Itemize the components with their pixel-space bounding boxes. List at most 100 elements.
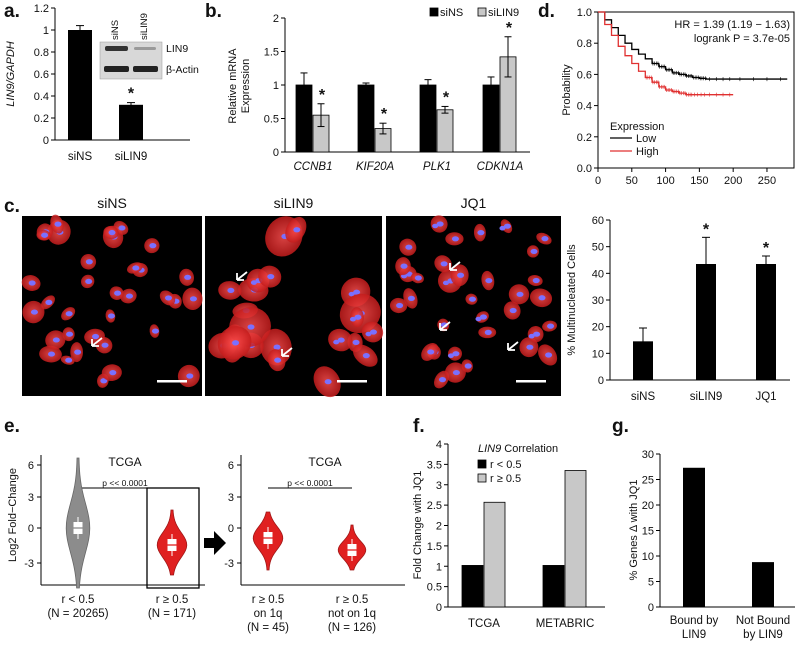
scale-bar — [516, 380, 546, 383]
arrow-icon — [236, 271, 248, 281]
cell-nucleus — [484, 329, 492, 335]
y-tick-label: 10 — [592, 348, 604, 360]
legend-title: Expression — [610, 121, 664, 133]
panel-e-violins: Log2 Fold−Change 6 6 3 3 0 0 -3 -3 TCGA p << 0.000… — [7, 455, 405, 634]
y-tick-label: 3 — [28, 492, 34, 504]
cell-nucleus — [337, 337, 345, 343]
cell-nucleus — [452, 369, 460, 376]
cell-nucleus — [396, 302, 404, 309]
cell-nucleus — [149, 243, 157, 249]
cell-nucleus — [48, 351, 56, 357]
panel-label-f: f. — [413, 416, 425, 437]
x-tick-label: Not Bound — [736, 615, 790, 627]
legend-swatch — [477, 7, 487, 17]
cell-nucleus — [250, 280, 257, 285]
y-tick-label: 3 — [228, 492, 234, 504]
cell-nucleus — [436, 221, 444, 227]
cell-nucleus — [440, 261, 448, 267]
panel-d-chart: 0 50 100 150 200 250 0.0 0.2 0.4 0.6 0.8 1.0 Probabi… — [561, 7, 795, 187]
panel-label-d: d. — [538, 1, 555, 22]
x-tick-label: LIN9 — [682, 629, 706, 641]
cell-nucleus — [324, 379, 332, 385]
significance-star: * — [319, 87, 326, 104]
y-tick-label: 1.5 — [264, 47, 279, 59]
cell-nucleus — [479, 314, 487, 320]
cell-nucleus — [477, 230, 485, 236]
cell-nucleus — [109, 370, 117, 376]
x-tick-label: PLK1 — [423, 161, 451, 173]
cell-nucleus — [532, 277, 540, 284]
y-tick-label: 0 — [273, 147, 279, 159]
x-tick-label: 100 — [656, 175, 674, 187]
cell-nucleus — [333, 339, 340, 345]
micrograph-title: JQ1 — [461, 195, 487, 211]
cell-nucleus — [65, 357, 73, 363]
panel-label-b: b. — [205, 1, 222, 22]
cell-nucleus — [92, 333, 100, 340]
y-tick-label: 0.4 — [34, 91, 49, 103]
bar-sins — [357, 84, 375, 153]
panel-label-e: e. — [4, 416, 20, 437]
cell-nucleus — [541, 236, 549, 242]
legend-swatch — [477, 473, 487, 483]
cell-nucleus — [547, 323, 555, 329]
bar-high — [483, 501, 506, 608]
y-tick-label: 0 — [228, 523, 234, 535]
blot-lane-label: siNS — [110, 20, 121, 40]
bar — [756, 264, 776, 380]
y-tick-label: -3 — [224, 558, 234, 570]
y-tick-label: 1 — [273, 80, 279, 92]
legend-label: siLIN9 — [488, 7, 519, 19]
violin-title: TCGA — [108, 455, 141, 469]
scale-bar — [337, 380, 367, 383]
cell-nucleus — [41, 232, 49, 238]
cell-nucleus — [530, 248, 538, 255]
y-tick-label: 1.0 — [577, 7, 592, 19]
cell-nucleus — [516, 291, 524, 297]
cell-nucleus — [125, 293, 133, 299]
cell-nucleus — [85, 278, 93, 285]
x-group-label: r ≥ 0.5 — [156, 594, 189, 606]
x-tick-label: KIF20A — [356, 161, 395, 173]
y-axis-label: Log2 Fold−Change — [7, 468, 19, 562]
x-tick-label: CCNB1 — [294, 161, 333, 173]
arrow-icon — [507, 341, 519, 351]
y-tick-label: 0.6 — [577, 69, 592, 81]
arrow-icon — [449, 261, 461, 271]
blot-row-label: LIN9 — [166, 43, 188, 55]
bar-sins — [419, 84, 437, 153]
cell-nucleus — [447, 353, 454, 358]
bar — [696, 264, 716, 380]
y-tick-label: 1 — [43, 25, 49, 37]
cell-nucleus — [407, 295, 415, 301]
cell-nucleus — [432, 223, 439, 229]
cell-nucleus — [365, 331, 372, 337]
micrograph-title: siNS — [97, 195, 127, 211]
y-axis-label: LIN9/GAPDH — [5, 41, 17, 106]
cell-nucleus — [184, 274, 192, 280]
cell-nucleus — [352, 339, 360, 345]
panel-label-a: a. — [4, 1, 20, 22]
cell-nucleus — [349, 316, 356, 322]
y-tick-label: 0.8 — [34, 47, 49, 59]
y-tick-label: 0.5 — [264, 114, 279, 126]
cell-nucleus — [247, 324, 255, 330]
panel-a-chart: 0 0.2 0.4 0.6 0.8 1 1.2 LIN9/GAPDH siNS siLIN9 * si… — [5, 3, 199, 163]
x-group-label: r < 0.5 — [62, 594, 95, 606]
x-tick-label: 200 — [724, 175, 742, 187]
y-tick-label: 25 — [642, 475, 654, 487]
y-tick-label: 5 — [648, 577, 654, 589]
y-tick-label: 0.6 — [34, 69, 49, 81]
legend-swatch — [477, 459, 487, 469]
y-tick-label: 50 — [592, 242, 604, 254]
y-tick-label: 3 — [436, 480, 442, 492]
x-group-n: (N = 171) — [148, 608, 196, 620]
cell-nucleus — [118, 225, 126, 231]
blot-band — [134, 47, 156, 50]
cell-nucleus — [545, 352, 553, 358]
x-group-n: (N = 126) — [328, 622, 376, 634]
y-tick-label: 60 — [592, 215, 604, 227]
x-group-label: r ≥ 0.5 — [336, 594, 369, 606]
cell-nucleus — [165, 295, 173, 301]
